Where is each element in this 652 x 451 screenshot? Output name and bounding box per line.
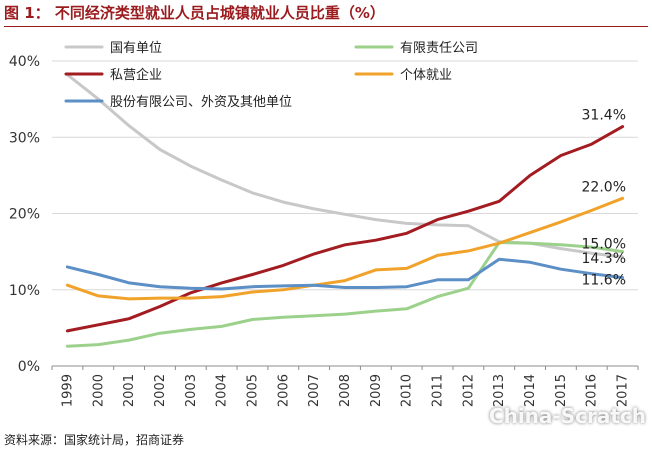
x-tick-label: 2003 <box>184 374 199 407</box>
y-tick-label: 20% <box>9 207 40 223</box>
source-note: 资料来源：国家统计局，招商证券 <box>4 433 185 447</box>
x-tick-label: 2004 <box>215 374 230 407</box>
legend-label: 私营企业 <box>110 67 162 83</box>
x-tick-label: 2001 <box>122 374 137 407</box>
x-tick-label: 2009 <box>369 374 384 407</box>
x-tick-label: 2012 <box>461 374 476 407</box>
grid-lines <box>52 60 638 291</box>
x-tick-label: 2002 <box>153 374 168 407</box>
y-tick-label: 0% <box>18 359 40 375</box>
legend-label: 个体就业 <box>400 68 452 83</box>
x-tick-label: 2007 <box>307 374 322 407</box>
x-tick-label: 2015 <box>554 374 569 407</box>
x-tick-label: 2017 <box>616 374 631 407</box>
watermark: China-Scratch <box>488 404 646 428</box>
title-rule <box>4 26 648 27</box>
end-value-label: 15.0% <box>582 237 626 253</box>
legend-label: 有限责任公司 <box>400 41 478 56</box>
x-axis: 1999 2000 2001 2002 2003 2004 2005 2006 2007 2008… <box>51 365 639 407</box>
series-line <box>65 257 625 291</box>
y-tick-label: 30% <box>9 130 40 146</box>
end-value-label: 11.6% <box>582 273 626 289</box>
x-tick-label: 2006 <box>276 374 291 407</box>
figure-title: 图 1： 不同经济类型就业人员占城镇就业人员比重（%） <box>4 4 385 22</box>
line-chart: 0% 10% 20% 30% 40% 1999 2000 2001 2002 2003 2004 2… <box>9 41 639 407</box>
y-tick-label: 10% <box>9 283 40 299</box>
legend-label: 国有单位 <box>110 41 162 56</box>
x-tick-label: 2008 <box>338 374 353 407</box>
legend-label: 股份有限公司、外资及其他单位 <box>110 95 292 110</box>
x-tick-label: 2013 <box>492 374 507 407</box>
x-tick-label: 2005 <box>245 374 260 407</box>
series-line <box>65 196 625 301</box>
y-tick-label: 40% <box>9 54 40 70</box>
end-value-label: 31.4% <box>582 108 626 124</box>
x-tick-label: 2014 <box>523 374 538 407</box>
series-lines <box>65 73 625 348</box>
x-tick-label: 1999 <box>60 374 75 407</box>
x-tick-label: 2016 <box>585 374 600 407</box>
x-tick-label: 2000 <box>91 374 106 407</box>
end-labels: 14.3%15.0% 31.4% 22.0% 11.6% <box>582 108 626 289</box>
series-line <box>65 241 625 348</box>
x-tick-label: 2010 <box>400 374 415 407</box>
end-value-label: 14.3% <box>582 251 626 267</box>
y-axis: 0% 10% 20% 30% 40% <box>9 54 40 375</box>
x-tick-label: 2011 <box>431 374 446 407</box>
series-line <box>65 125 625 333</box>
end-value-label: 22.0% <box>582 179 626 195</box>
